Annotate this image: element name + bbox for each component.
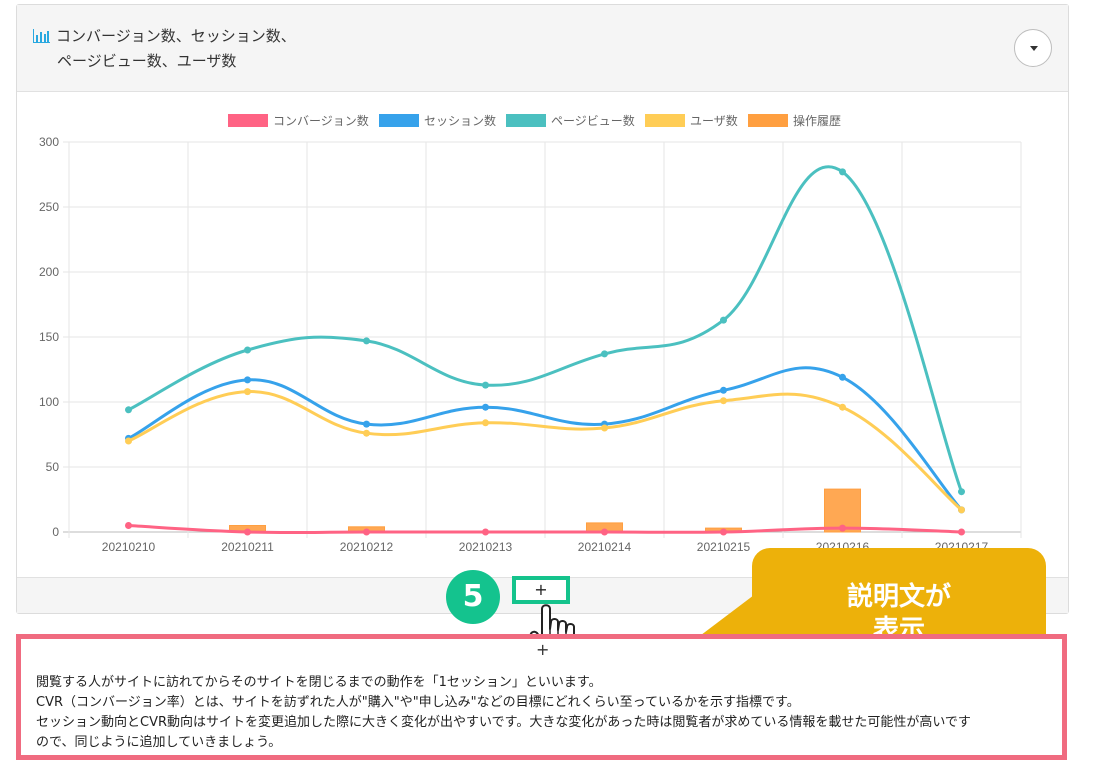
chart-area: 0 50 100 150 200 250 300 20210210 20210211 202102…	[17, 92, 1068, 577]
line-chart: 0 50 100 150 200 250 300 20210210 20210211 202102…	[39, 113, 1022, 554]
data-point	[720, 386, 727, 394]
data-point	[244, 528, 251, 536]
step-number-badge: 5	[446, 570, 500, 624]
data-point	[958, 506, 965, 514]
legend-label: 操作履歴	[793, 113, 841, 128]
legend-swatch	[228, 114, 268, 127]
data-point	[601, 424, 608, 432]
data-point	[601, 528, 608, 536]
chart-panel: コンバージョン数、セッション数、 ページビュー数、ユーザ数 0 50 100 150 2…	[16, 4, 1069, 614]
legend-swatch	[506, 114, 546, 127]
legend-swatch	[379, 114, 419, 127]
data-point	[363, 528, 370, 536]
series-line	[127, 390, 963, 512]
description-box: 閲覧する人がサイトに訪れてからそのサイトを閉じるまでの動作を「1セッション」とい…	[16, 634, 1067, 760]
data-point	[244, 376, 251, 384]
data-point	[482, 403, 489, 411]
description-line: CVR（コンバージョン率）とは、サイトを訪ずれた人が"購入"や"申し込み"などの…	[36, 695, 800, 710]
data-point	[125, 437, 132, 445]
data-point	[958, 528, 965, 536]
panel-title: コンバージョン数、セッション数、 ページビュー数、ユーザ数	[33, 25, 296, 73]
y-tick-label: 100	[39, 395, 59, 409]
data-point	[482, 419, 489, 427]
data-point	[839, 403, 846, 411]
bar	[824, 488, 861, 533]
caret-down-icon	[1030, 46, 1038, 51]
panel-header: コンバージョン数、セッション数、 ページビュー数、ユーザ数	[17, 5, 1068, 92]
series-line	[128, 524, 962, 535]
legend-label: ユーザ数	[690, 113, 738, 128]
data-point	[839, 524, 846, 532]
description-line: 閲覧する人がサイトに訪れてからそのサイトを閉じるまでの動作を「1セッション」とい…	[36, 675, 602, 690]
data-point	[720, 528, 727, 536]
data-point	[958, 488, 965, 496]
description-plus-label: +	[536, 640, 550, 659]
panel-title-line1: コンバージョン数、セッション数、	[56, 27, 296, 45]
x-tick-label: 20210210	[102, 540, 156, 554]
legend-label: ページビュー数	[551, 113, 635, 128]
expand-plus-label: +	[534, 580, 548, 599]
y-tick-label: 250	[39, 200, 59, 214]
description-line: ので、同じように追加していきましょう。	[36, 735, 282, 750]
data-point	[482, 381, 489, 389]
data-point	[363, 429, 370, 437]
data-point	[839, 168, 846, 176]
description-line: セッション動向とCVR動向はサイトを変更追加した際に大きく変化が出やすいです。大…	[36, 715, 971, 730]
expand-description-button[interactable]: +	[512, 576, 570, 604]
legend-swatch	[748, 114, 788, 127]
data-point	[125, 406, 132, 414]
legend-label: セッション数	[424, 113, 496, 128]
legend-swatch	[645, 114, 685, 127]
y-tick-label: 150	[39, 330, 59, 344]
dropdown-button[interactable]	[1014, 29, 1052, 67]
data-point	[244, 346, 251, 354]
x-tick-label: 20210212	[340, 540, 394, 554]
panel-title-line2: ページビュー数、ユーザ数	[57, 52, 237, 70]
x-tick-label: 20210215	[697, 540, 751, 554]
y-tick-label: 200	[39, 265, 59, 279]
callout-text: 説明文が 表示	[846, 582, 951, 645]
y-tick-label: 50	[46, 460, 60, 474]
y-tick-label: 300	[39, 135, 59, 149]
x-tick-label: 20210214	[578, 540, 632, 554]
bar-chart-icon	[33, 27, 50, 50]
data-point	[363, 420, 370, 428]
data-point	[482, 528, 489, 536]
data-point	[125, 522, 132, 529]
description-text: 閲覧する人がサイトに訪れてからそのサイトを閉じるまでの動作を「1セッション」とい…	[36, 673, 1046, 753]
x-tick-label: 20210213	[459, 540, 513, 554]
legend-label: コンバージョン数	[273, 113, 369, 128]
data-point	[839, 373, 846, 381]
y-tick-label: 0	[52, 525, 59, 539]
data-point	[363, 337, 370, 345]
data-point	[720, 316, 727, 324]
data-point	[601, 350, 608, 358]
data-point	[720, 397, 727, 405]
x-tick-label: 20210211	[221, 540, 274, 554]
data-point	[244, 388, 251, 396]
